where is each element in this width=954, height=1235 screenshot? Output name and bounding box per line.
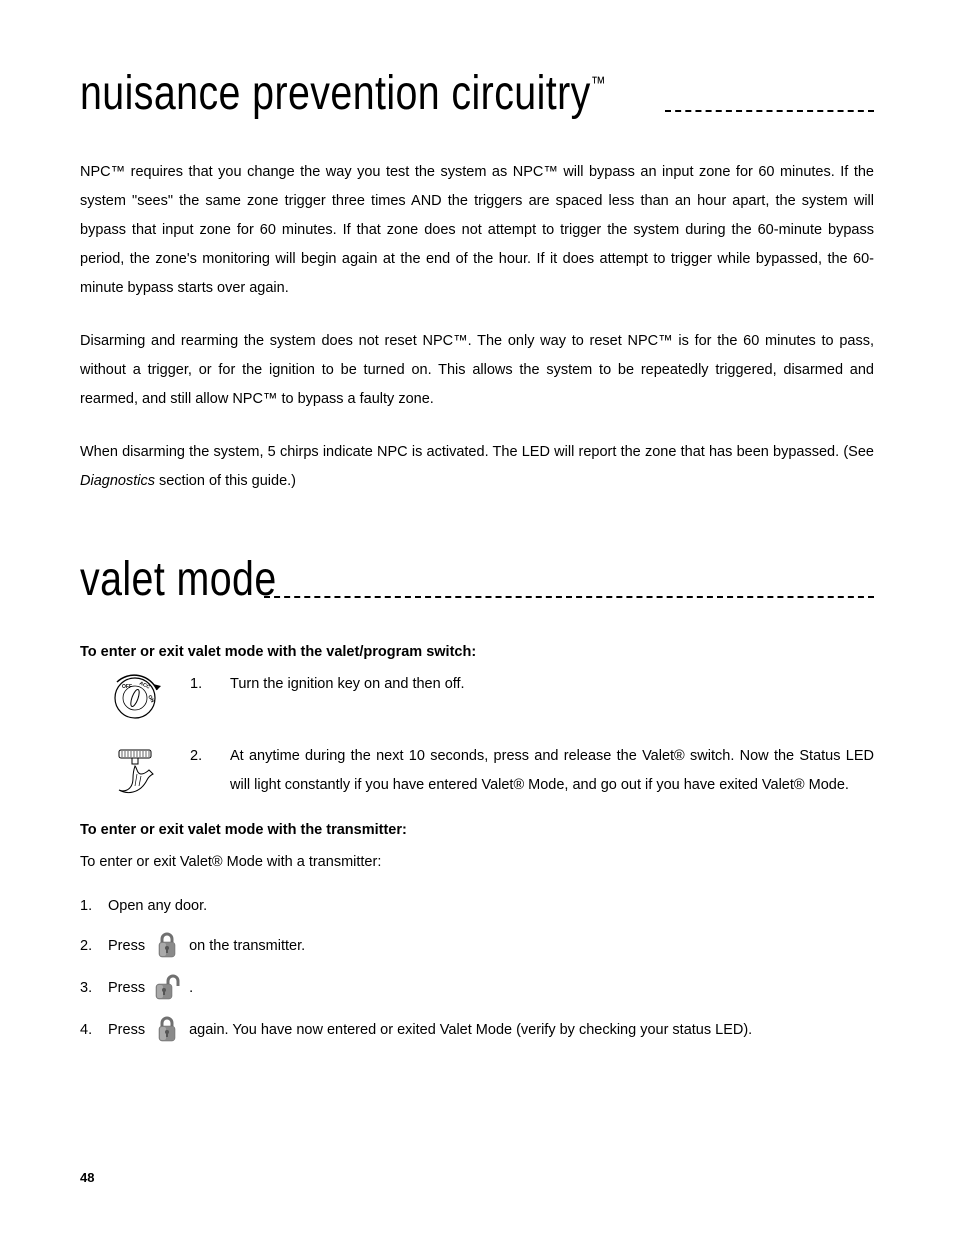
valet-transmitter-intro: To enter or exit Valet® Mode with a tran…: [80, 848, 874, 877]
step-post-text: again. You have now entered or exited Va…: [189, 1019, 874, 1042]
header-rule: [665, 110, 874, 112]
page-number: 48: [80, 1170, 94, 1185]
npc-para-3: When disarming the system, 5 chirps indi…: [80, 438, 874, 496]
ignition-key-icon: OFF ACC ON: [80, 670, 190, 724]
tx-step-3: 3. Press .: [80, 974, 874, 1002]
step-number: 1.: [190, 670, 230, 699]
section-header-npc: nuisance prevention circuitry™: [80, 70, 874, 118]
step-text: Open any door.: [108, 895, 874, 918]
header-rule: [264, 596, 874, 598]
document-page: nuisance prevention circuitry™ NPC™ requ…: [0, 0, 954, 1235]
valet-switch-heading: To enter or exit valet mode with the val…: [80, 644, 874, 660]
step-number: 2.: [80, 935, 108, 958]
step-pre-text: Press: [108, 935, 145, 958]
transmitter-steps: 1. Open any door. 2. Press on the transm…: [80, 895, 874, 1044]
tx-step-2: 2. Press on the transmitter.: [80, 932, 874, 960]
section-header-valet: valet mode: [80, 556, 874, 604]
valet-switch-step-1: OFF ACC ON 1. Turn the ignition key on a…: [80, 670, 874, 724]
npc-para-2: Disarming and rearming the system does n…: [80, 327, 874, 414]
section-title-npc: nuisance prevention circuitry™: [80, 70, 609, 118]
step-number: 1.: [80, 895, 108, 918]
lock-open-icon: [145, 974, 189, 1002]
step-number: 4.: [80, 1019, 108, 1042]
step-number: 2.: [190, 742, 230, 771]
step-post-text: .: [189, 977, 874, 1000]
valet-transmitter-heading: To enter or exit valet mode with the tra…: [80, 822, 874, 838]
step-text: Turn the ignition key on and then off.: [230, 670, 874, 699]
step-pre-text: Press: [108, 1019, 145, 1042]
valet-switch-press-icon: [80, 742, 190, 804]
step-pre-text: Press: [108, 977, 145, 1000]
lock-closed-icon: [145, 932, 189, 960]
step-post-text: on the transmitter.: [189, 935, 874, 958]
step-text: At anytime during the next 10 seconds, p…: [230, 742, 874, 800]
valet-switch-step-2: 2. At anytime during the next 10 seconds…: [80, 742, 874, 804]
tx-step-4: 4. Press again. You have now entered or …: [80, 1016, 874, 1044]
npc-para-1: NPC™ requires that you change the way yo…: [80, 158, 874, 303]
lock-closed-icon: [145, 1016, 189, 1044]
section-title-valet: valet mode: [80, 556, 280, 604]
svg-text:OFF: OFF: [122, 684, 132, 690]
tx-step-1: 1. Open any door.: [80, 895, 874, 918]
step-number: 3.: [80, 977, 108, 1000]
